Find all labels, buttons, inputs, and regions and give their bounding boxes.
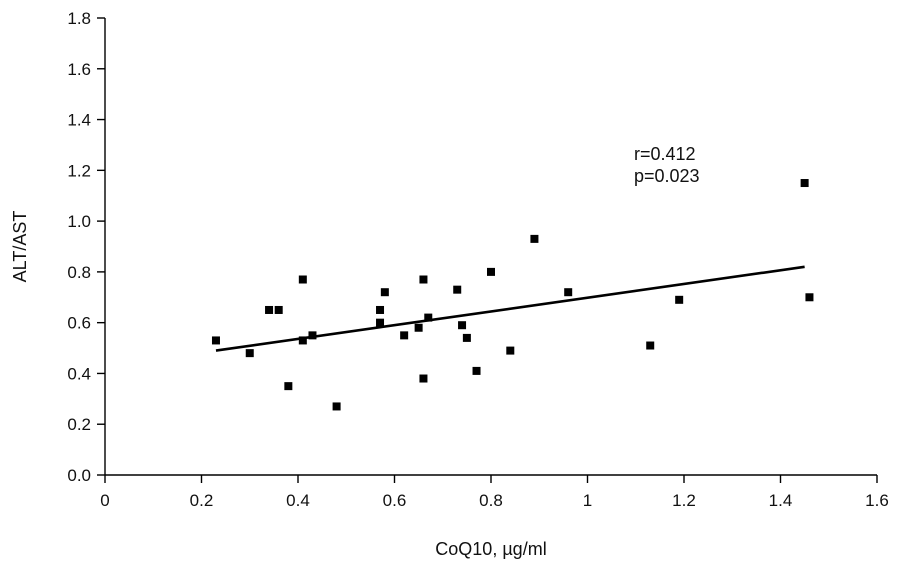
y-tick-label: 1.2: [67, 161, 91, 180]
x-tick-label: 1.6: [865, 491, 889, 510]
data-point: [298, 336, 307, 345]
data-point: [265, 305, 274, 314]
data-point: [274, 305, 283, 314]
data-point: [800, 179, 809, 188]
data-point: [530, 234, 539, 243]
data-point: [332, 402, 341, 411]
x-tick-label: 1.4: [769, 491, 793, 510]
x-axis-label: CoQ10, µg/ml: [435, 539, 546, 559]
data-points: [211, 179, 814, 411]
y-tick-label: 0.2: [67, 415, 91, 434]
x-tick-label: 1: [583, 491, 592, 510]
data-point: [419, 275, 428, 284]
data-point: [376, 318, 385, 327]
x-axis-ticks: 0 0.2 0.4 0.6 0.8 1 1.2 1.4 1.6: [100, 475, 889, 510]
data-point: [487, 267, 495, 276]
data-point: [506, 346, 515, 355]
data-point: [805, 293, 814, 302]
y-tick-label: 0.6: [67, 314, 91, 333]
x-tick-label: 0: [100, 491, 109, 510]
y-axis-ticks: 0.0 0.2 0.4 0.6 0.8 1.0 1.2 1.4 1.6 1.8: [67, 9, 105, 485]
data-point: [245, 349, 254, 358]
y-tick-label: 1.4: [67, 111, 91, 130]
data-point: [675, 295, 684, 304]
data-point: [458, 321, 467, 330]
x-tick-label: 0.4: [286, 491, 310, 510]
data-point: [376, 305, 385, 314]
data-point: [298, 275, 307, 284]
data-point: [419, 374, 428, 383]
trend-line: [215, 265, 805, 352]
data-point: [646, 341, 655, 350]
data-point: [424, 313, 433, 322]
data-point: [453, 285, 462, 294]
data-point: [472, 366, 481, 375]
data-point: [211, 336, 220, 345]
p-value-annotation: p=0.023: [634, 166, 700, 186]
y-axis-label: ALT/AST: [10, 211, 30, 283]
y-tick-label: 0.8: [67, 263, 91, 282]
data-point: [564, 288, 573, 297]
y-tick-label: 0.4: [67, 364, 91, 383]
x-tick-label: 0.8: [479, 491, 503, 510]
x-tick-label: 1.2: [672, 491, 696, 510]
y-tick-label: 1.6: [67, 60, 91, 79]
correlation-r-annotation: r=0.412: [634, 144, 696, 164]
y-tick-label: 0.0: [67, 466, 91, 485]
data-point: [400, 331, 409, 340]
data-point: [462, 333, 471, 342]
data-point: [414, 323, 423, 332]
y-tick-label: 1.0: [67, 212, 91, 231]
data-point: [380, 288, 389, 297]
x-tick-label: 0.6: [383, 491, 407, 510]
y-tick-label: 1.8: [67, 9, 91, 28]
data-point: [308, 331, 317, 340]
data-point: [284, 382, 293, 391]
x-tick-label: 0.2: [190, 491, 214, 510]
